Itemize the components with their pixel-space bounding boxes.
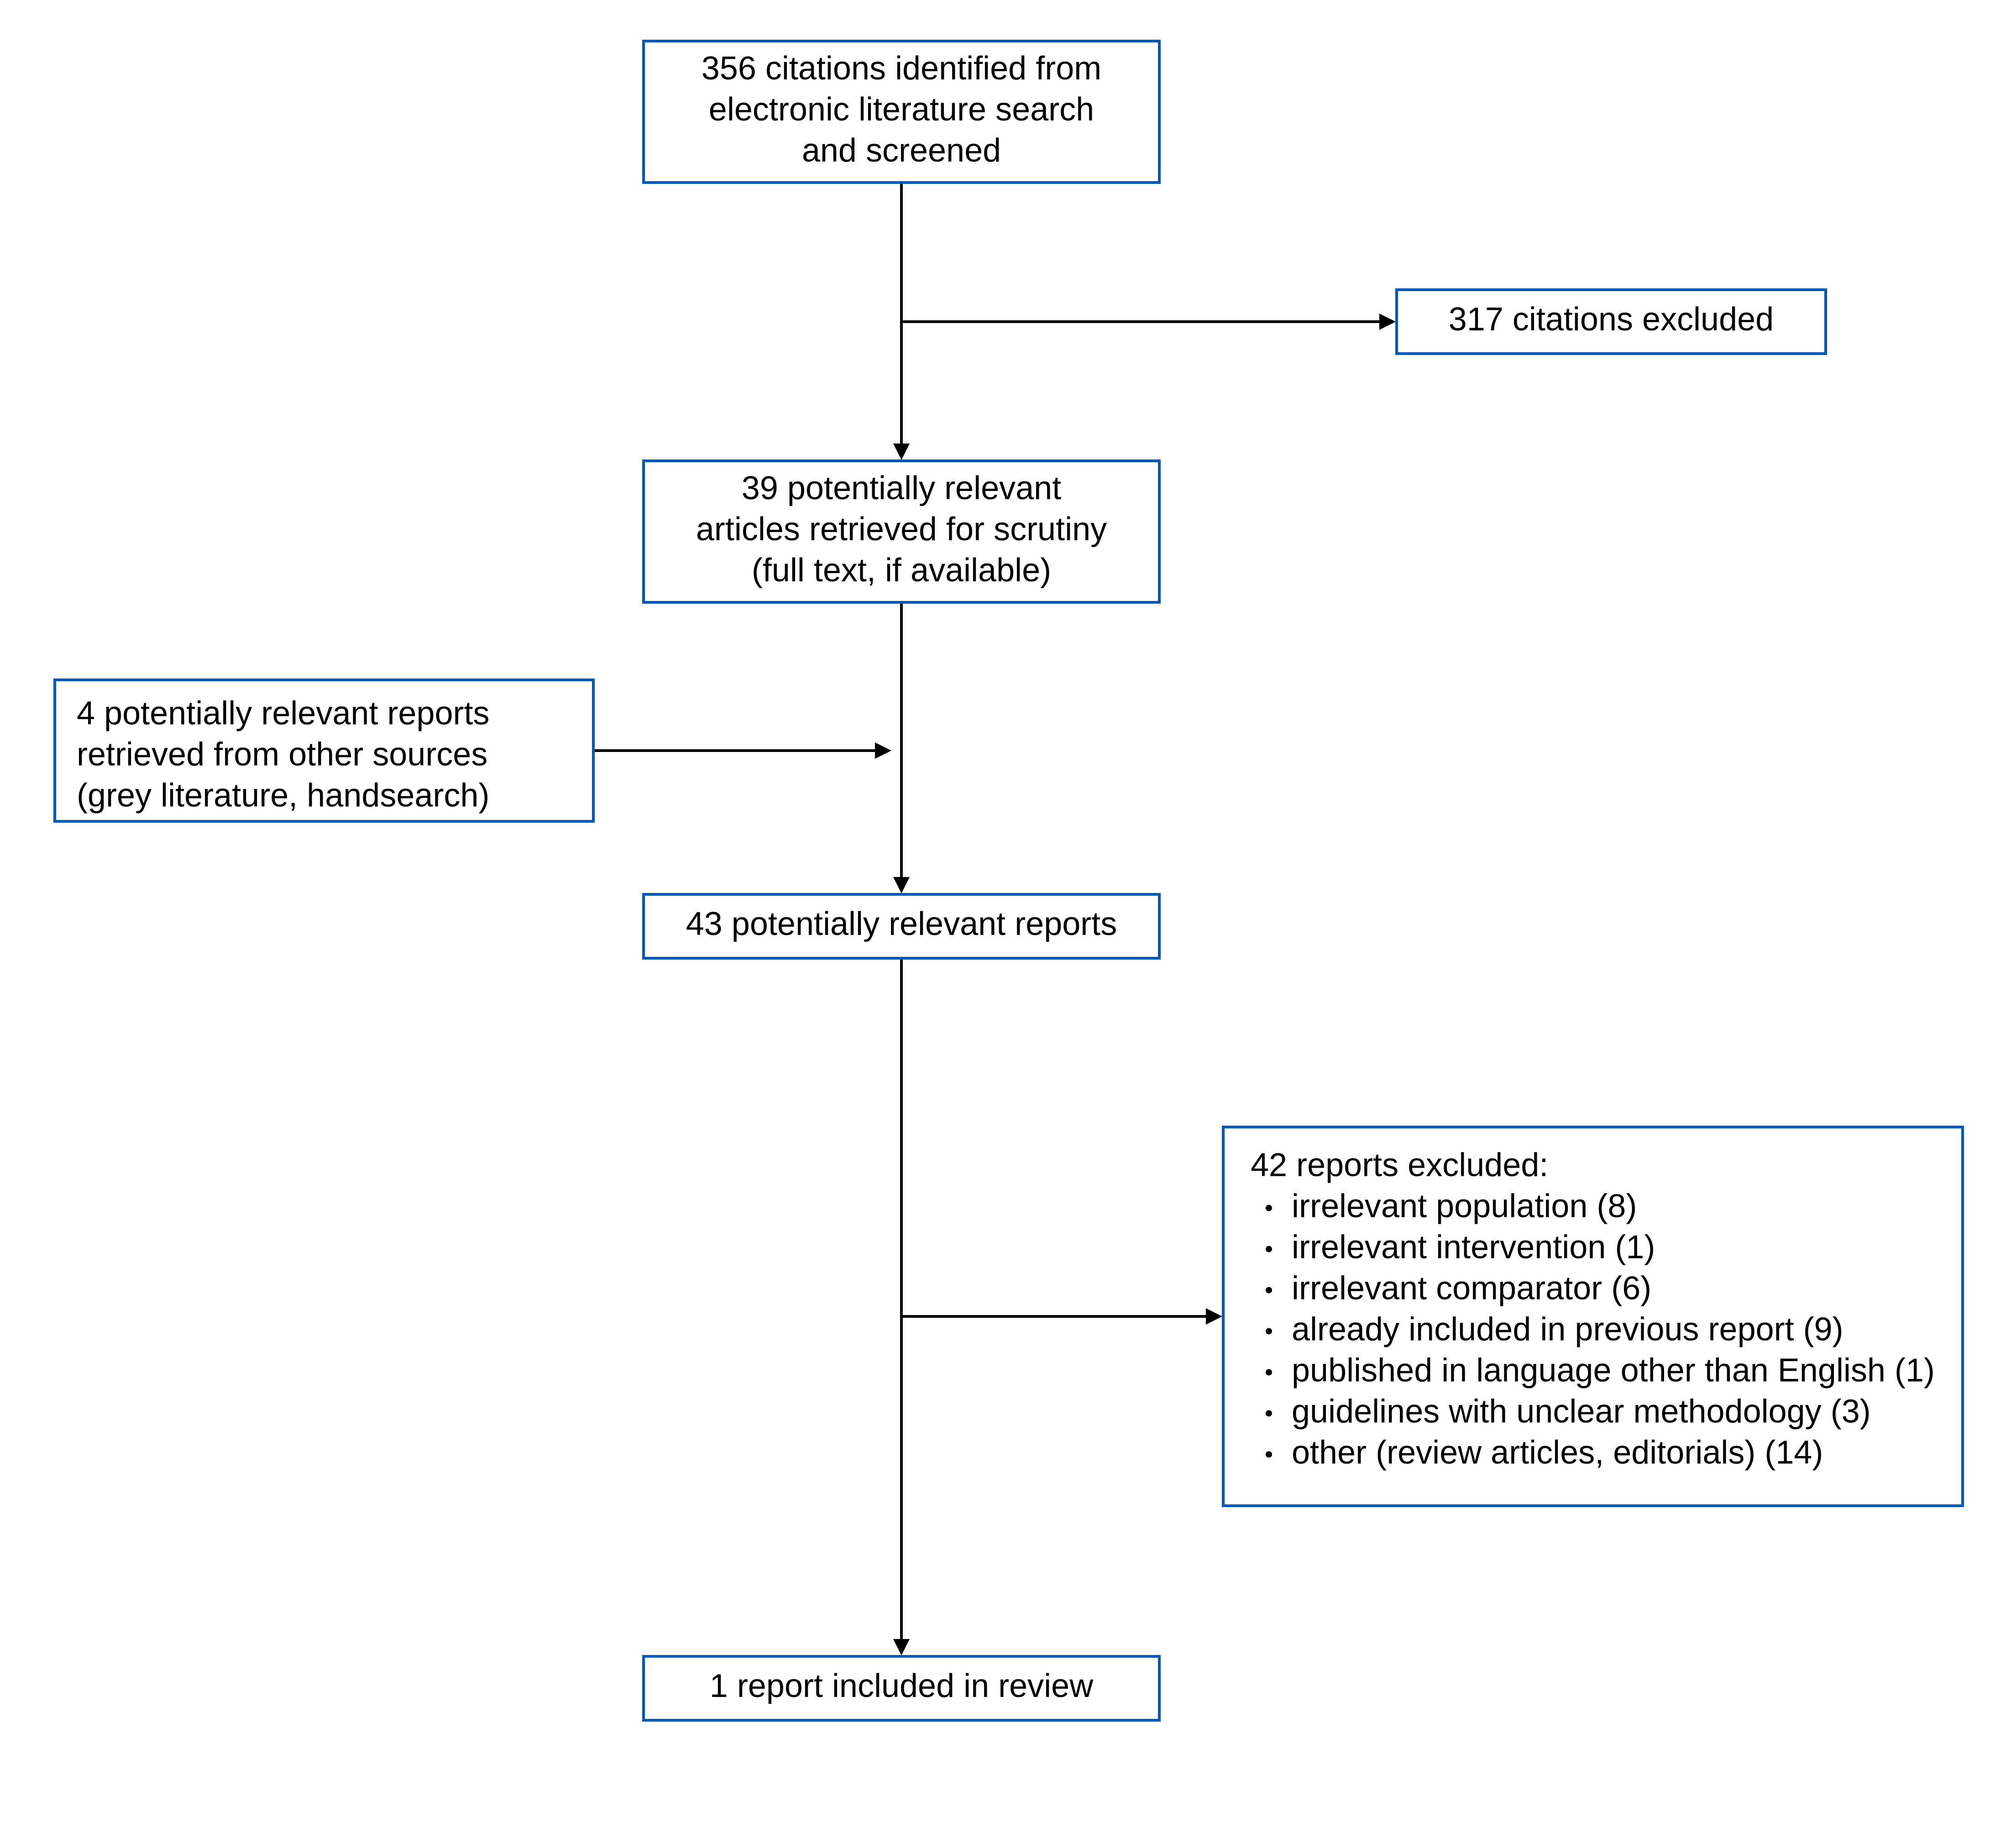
bullet-icon <box>1266 1410 1272 1416</box>
flowchart-box-b6: 42 reports excluded: irrelevant populatio… <box>1223 1127 1963 1506</box>
bullet-icon <box>1266 1451 1272 1457</box>
bullet-text: published in language other than English… <box>1292 1352 1935 1389</box>
bullet-icon <box>1266 1246 1272 1252</box>
flowchart-box-b2: 317 citations excluded <box>1397 290 1826 354</box>
flowchart-box-b3: 39 potentially relevant articles retrieve… <box>644 461 1159 602</box>
flowchart-box-b7: 1 report included in review <box>644 1656 1159 1720</box>
bullet-text: guidelines with unclear methodology (3) <box>1292 1394 1871 1430</box>
bullet-text: already included in previous report (9) <box>1292 1311 1843 1348</box>
bullet-text: irrelevant intervention (1) <box>1292 1229 1655 1266</box>
bullet-text: irrelevant comparator (6) <box>1292 1270 1651 1307</box>
bullet-text: irrelevant population (8) <box>1292 1188 1637 1225</box>
bullet-icon <box>1266 1205 1272 1211</box>
box-text: 1 report included in review <box>710 1668 1094 1704</box>
flowchart-box-b4: 4 potentially relevant reports retrieved … <box>55 680 593 821</box>
bullet-icon <box>1266 1328 1272 1334</box>
box-text: retrieved from other sources <box>77 736 487 773</box>
box-text: (full text, if available) <box>752 552 1051 589</box>
box-text: articles retrieved for scrutiny <box>696 511 1107 548</box>
bullet-icon <box>1266 1369 1272 1375</box>
box-text: 356 citations identified from <box>702 50 1101 87</box>
box-text: (grey literature, handsearch) <box>77 778 489 814</box>
box-text: and screened <box>802 132 1001 169</box>
flowchart-box-b1: 356 citations identified from electronic … <box>644 41 1159 183</box>
bullet-icon <box>1266 1287 1272 1293</box>
box-text: electronic literature search <box>709 91 1094 128</box>
box-text: 4 potentially relevant reports <box>77 695 490 732</box>
box-text: 42 reports excluded: <box>1251 1147 1548 1184</box>
bullet-text: other (review articles, editorials) (14) <box>1292 1435 1823 1471</box>
box-text: 39 potentially relevant <box>742 470 1061 506</box>
flowchart-box-b5: 43 potentially relevant reports <box>644 894 1159 958</box>
box-text: 43 potentially relevant reports <box>686 906 1117 942</box>
box-text: 317 citations excluded <box>1449 301 1774 338</box>
